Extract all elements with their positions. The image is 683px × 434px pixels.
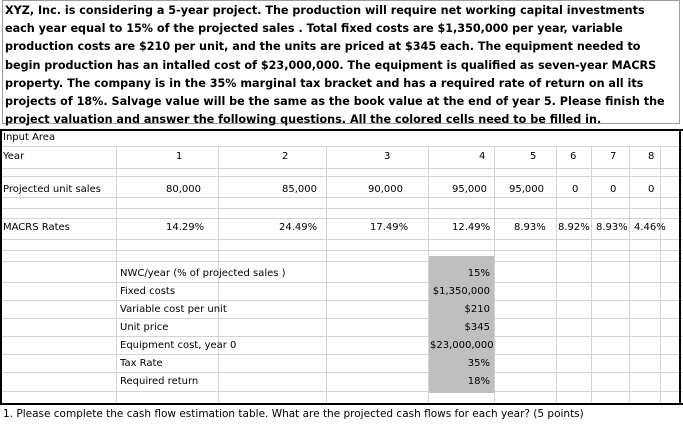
year-cell[interactable]: 1 [176,151,183,162]
param-value[interactable]: $1,350,000 [432,286,490,297]
units-label: Projected unit sales [3,184,101,195]
param-label: Variable cost per unit [120,304,227,315]
units-cell[interactable]: 0 [610,184,617,195]
param-label: Unit price [120,322,169,333]
year-label: Year [3,151,25,162]
units-cell[interactable]: 90,000 [368,184,403,195]
macrs-cell[interactable]: 14.29% [166,222,205,233]
macrs-label: MACRS Rates [3,222,70,233]
param-value[interactable]: $345 [464,322,490,333]
year-cell[interactable]: 6 [570,151,577,162]
param-value[interactable]: 15% [467,268,490,279]
param-label: Equipment cost, year 0 [120,340,237,351]
param-label: Required return [120,376,199,387]
year-cell[interactable]: 7 [610,151,617,162]
input-values-shade [429,256,494,393]
year-cell[interactable]: 8 [648,151,655,162]
units-cell[interactable]: 95,000 [509,184,544,195]
input-area-label: Input Area [3,132,56,143]
param-value[interactable]: 18% [467,376,490,387]
units-cell[interactable]: 80,000 [166,184,201,195]
param-label: Tax Rate [120,358,163,369]
year-cell[interactable]: 4 [479,151,486,162]
macrs-cell[interactable]: 17.49% [370,222,409,233]
year-cell[interactable]: 3 [384,151,391,162]
macrs-cell[interactable]: 8.92% [558,222,590,233]
macrs-cell[interactable]: 12.49% [452,222,491,233]
macrs-cell[interactable]: 8.93% [596,222,628,233]
question-1: 1. Please complete the cash flow estimat… [3,408,584,420]
year-cell[interactable]: 5 [530,151,537,162]
macrs-cell[interactable]: 24.49% [279,222,318,233]
param-value[interactable]: 35% [467,358,490,369]
param-label: NWC/year (% of projected sales ) [120,268,286,279]
param-value[interactable]: $23,000,000 [430,340,494,351]
problem-description: XYZ, Inc. is considering a 5-year projec… [2,0,680,126]
units-cell[interactable]: 0 [572,184,579,195]
year-cell[interactable]: 2 [282,151,289,162]
units-cell[interactable]: 0 [648,184,655,195]
units-cell[interactable]: 85,000 [282,184,317,195]
units-cell[interactable]: 95,000 [452,184,487,195]
param-label: Fixed costs [120,286,176,297]
macrs-cell[interactable]: 4.46% [634,222,666,233]
macrs-cell[interactable]: 8.93% [514,222,546,233]
param-value[interactable]: $210 [464,304,490,315]
